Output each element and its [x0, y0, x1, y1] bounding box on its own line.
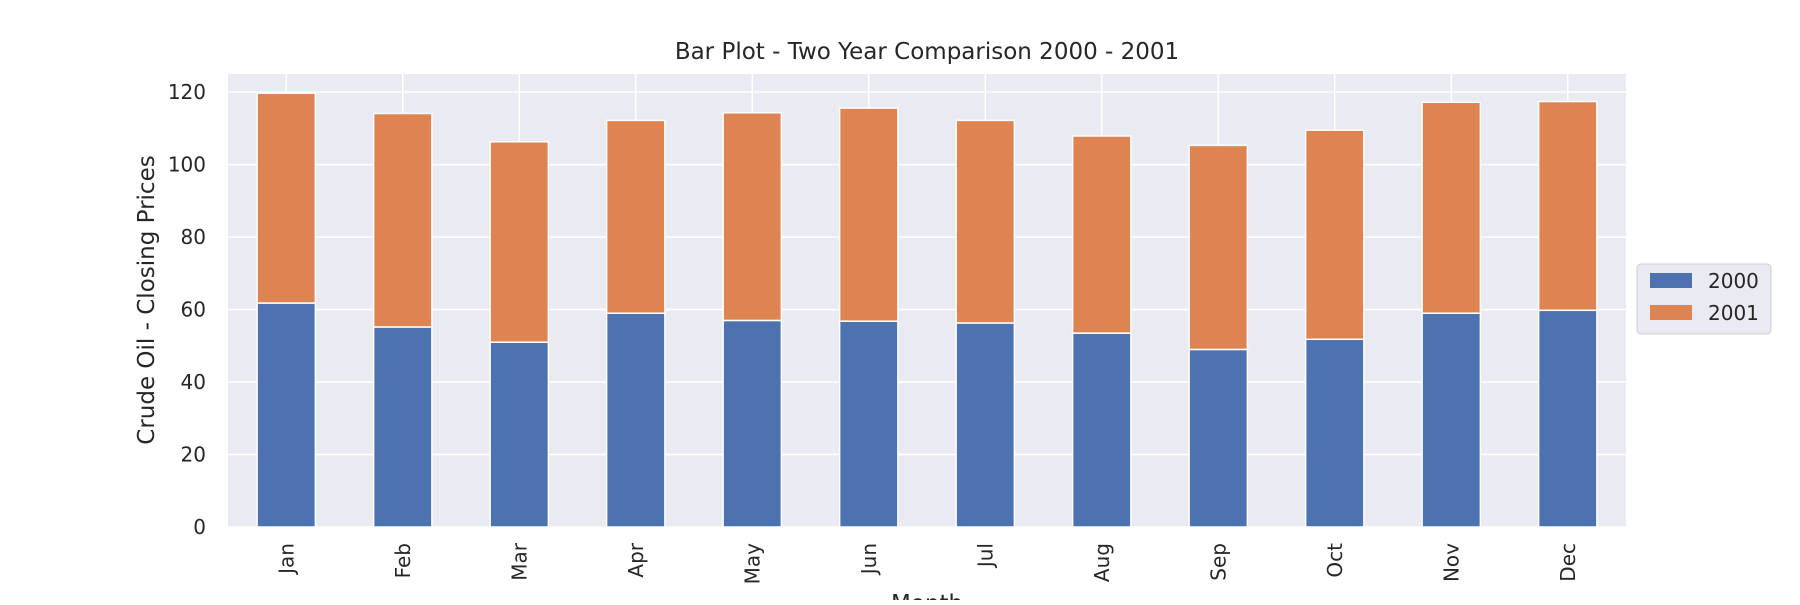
bar-2001-Mar [489, 141, 550, 343]
x-tick-label: Aug [1090, 543, 1114, 582]
bars [256, 92, 1598, 528]
bar-2000-Aug [1071, 332, 1132, 528]
legend: 2000 2001 [1636, 263, 1772, 335]
bar-2000-May [722, 319, 783, 528]
y-tick-label: 120 [168, 80, 206, 104]
x-tick-label: May [740, 543, 764, 585]
y-tick-label: 80 [181, 225, 206, 249]
x-tick-label: Feb [391, 543, 415, 578]
bar-2000-Jun [838, 320, 899, 528]
x-axis-title: Month [891, 591, 963, 600]
x-tick-label: Dec [1556, 543, 1580, 582]
y-tick-label: 100 [168, 153, 206, 177]
bar-2001-Jul [955, 119, 1016, 324]
x-axis-ticks: Jan Feb Mar Apr May Jun Jul Aug Sep Oct Nov Dec [274, 542, 1580, 584]
x-tick-label: Sep [1206, 543, 1230, 581]
bar-2001-Feb [372, 112, 433, 328]
bar-2001-Sep [1188, 144, 1249, 351]
chart-title: Bar Plot - Two Year Comparison 2000 - 20… [675, 39, 1179, 65]
legend-swatch-2001 [1650, 305, 1692, 320]
bar-2000-Nov [1421, 312, 1482, 528]
bar-2000-Apr [605, 312, 666, 528]
legend-items: 2000 2001 [1650, 269, 1759, 325]
y-tick-label: 20 [181, 443, 206, 467]
legend-swatch-2000 [1650, 273, 1692, 288]
x-tick-label: Oct [1323, 543, 1347, 578]
legend-label-2001: 2001 [1708, 301, 1759, 325]
x-tick-label: Apr [624, 542, 648, 577]
x-tick-label: Nov [1439, 543, 1463, 582]
x-tick-label: Mar [507, 542, 531, 581]
y-tick-label: 60 [181, 298, 206, 322]
bar-2000-Oct [1304, 338, 1365, 528]
bar-2000-Feb [372, 326, 433, 528]
x-tick-label: Jan [274, 543, 298, 576]
y-axis-title: Crude Oil - Closing Prices [134, 155, 160, 444]
plot-background [228, 74, 1626, 527]
bar-2000-Jul [955, 322, 1016, 528]
bar-2001-May [722, 112, 783, 322]
legend-label-2000: 2000 [1708, 269, 1759, 293]
bar-2001-Jun [838, 107, 899, 322]
bar-2001-Aug [1071, 135, 1132, 334]
bar-2001-Apr [605, 119, 666, 314]
bar-2000-Dec [1537, 309, 1598, 528]
bar-2000-Jan [256, 302, 317, 528]
y-tick-label: 0 [193, 515, 206, 539]
bar-2001-Dec [1537, 100, 1598, 312]
x-tick-label: Jun [857, 543, 881, 576]
bar-2001-Oct [1304, 129, 1365, 341]
bar-2001-Jan [256, 92, 317, 304]
y-axis-ticks: 0 20 40 60 80 100 120 [168, 80, 206, 539]
y-tick-label: 40 [181, 370, 206, 394]
bar-2000-Sep [1188, 348, 1249, 528]
bar-2000-Mar [489, 341, 550, 528]
x-tick-label: Jul [973, 543, 997, 569]
bar-2001-Nov [1421, 101, 1482, 314]
